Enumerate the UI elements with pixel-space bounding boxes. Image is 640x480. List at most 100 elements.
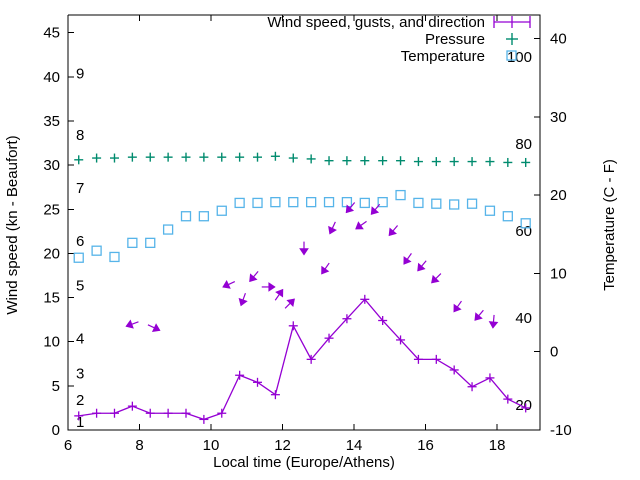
wind-speed-marker [109, 408, 119, 418]
temperature-marker [323, 196, 335, 208]
wind-direction-arrow [125, 319, 139, 329]
wind-speed-marker [253, 377, 263, 387]
wind-speed-marker [360, 294, 370, 304]
wind-speed-marker [413, 354, 423, 364]
pressure-marker [449, 157, 459, 167]
x-tick-label: 8 [135, 437, 143, 454]
wind-direction-arrow [417, 260, 427, 272]
temperature-marker [145, 237, 156, 249]
wind-speed-marker [396, 335, 406, 345]
pressure-marker [324, 156, 334, 166]
y-right-tick-label: 10 [550, 265, 567, 282]
wind-speed-marker [217, 408, 227, 418]
beaufort-label: 5 [76, 277, 84, 294]
wind-speed-marker [288, 321, 298, 331]
beaufort-label: 8 [76, 127, 84, 144]
beaufort-label: 9 [76, 65, 84, 82]
wind-direction-arrow [222, 280, 236, 289]
x-axis-title: Local time (Europe/Athens) [213, 454, 395, 471]
wind-speed-marker [342, 314, 352, 324]
fahrenheit-label: 40 [515, 310, 532, 327]
temperature-marker [449, 199, 460, 210]
pressure-marker [503, 157, 513, 167]
y-right-tick-label: 30 [550, 109, 567, 126]
y-left-tick-label: 10 [43, 334, 60, 351]
legend-label-pressure: Pressure [425, 31, 485, 48]
beaufort-label: 2 [76, 392, 84, 409]
wind-direction-arrow [147, 323, 161, 333]
pressure-marker [270, 151, 280, 161]
wind-speed-marker [467, 382, 477, 392]
temperature-marker [395, 189, 406, 201]
temperature-marker [91, 245, 102, 256]
x-axis-ticks: 6 8 10 12 14 16 18 [64, 15, 505, 454]
series-pressure [74, 151, 531, 167]
temperature-marker [180, 211, 192, 222]
y-right-tick-label: 20 [550, 187, 567, 204]
wind-speed-marker [324, 333, 334, 343]
temperature-marker [377, 196, 388, 208]
beaufort-label: 6 [76, 233, 84, 250]
wind-direction-arrow [299, 241, 309, 256]
temperature-marker [270, 196, 281, 208]
temperature-marker [502, 211, 513, 222]
wind-speed-marker [92, 408, 102, 418]
wind-direction-arrow [431, 273, 442, 284]
beaufort-label: 3 [76, 366, 84, 383]
temperature-marker [484, 205, 496, 216]
x-tick-label: 14 [346, 437, 363, 454]
y-axis-right-ticks: -10 0 10 20 30 40 [534, 30, 572, 439]
pressure-marker [413, 157, 423, 167]
wind-direction-arrow [355, 220, 367, 230]
wind-speed-marker [127, 401, 137, 411]
y-right-tick-label: -10 [550, 422, 572, 439]
y-right-tick-label: 0 [550, 344, 558, 361]
x-tick-label: 16 [417, 437, 434, 454]
y-axis-left-title: Wind speed (kn - Beaufort) [4, 135, 21, 314]
wind-direction-arrow [474, 309, 484, 321]
temperature-marker [466, 198, 478, 209]
fahrenheit-label: 80 [515, 136, 532, 153]
temperature-marker [162, 224, 174, 235]
y-axis-left-ticks: 0 5 10 15 20 25 30 35 40 45 [43, 25, 74, 439]
y-left-tick-label: 40 [43, 69, 60, 86]
wind-direction-arrow [370, 203, 381, 215]
pressure-marker [109, 153, 119, 163]
pressure-marker [217, 152, 227, 162]
y-left-tick-label: 15 [43, 290, 60, 307]
wind-direction-arrow [274, 288, 284, 301]
y-left-tick-label: 35 [43, 113, 60, 130]
temperature-marker [73, 252, 84, 263]
temperature-marker [431, 198, 442, 209]
wind-speed-marker [449, 365, 459, 375]
y-right-tick-label: 40 [550, 30, 567, 47]
legend-key-wind [493, 16, 531, 28]
pressure-marker [360, 156, 370, 166]
wind-direction-arrow [249, 270, 259, 283]
y-left-tick-label: 30 [43, 157, 60, 174]
wind-speed-marker [181, 408, 191, 418]
temperature-marker [198, 211, 210, 222]
wind-direction-arrow [403, 253, 412, 265]
wind-speed-marker [145, 408, 155, 418]
wind-direction-arrow [453, 300, 462, 313]
wind-direction-arrow [328, 221, 337, 235]
wind-speed-marker [74, 411, 84, 421]
beaufort-label: 1 [76, 414, 84, 431]
temperature-marker [306, 196, 317, 208]
pressure-marker [396, 156, 406, 166]
y-left-tick-label: 20 [43, 245, 60, 262]
wind-speed-marker [431, 354, 441, 364]
wind-direction-arrow [284, 298, 295, 309]
fahrenheit-scale-labels: 20 40 60 80 100 [507, 49, 532, 414]
pressure-marker [181, 152, 191, 162]
temperature-marker [109, 251, 120, 263]
pressure-marker [253, 152, 263, 162]
pressure-marker [127, 152, 137, 162]
legend-key-temperature [506, 50, 517, 61]
wind-direction-arrows [125, 202, 499, 333]
x-tick-label: 6 [64, 437, 72, 454]
wind-direction-arrow [388, 225, 399, 237]
